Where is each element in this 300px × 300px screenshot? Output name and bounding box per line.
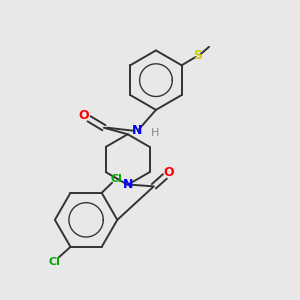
Text: S: S	[194, 49, 202, 62]
Text: Cl: Cl	[49, 257, 61, 267]
Text: O: O	[78, 109, 89, 122]
Text: H: H	[151, 128, 159, 138]
Text: O: O	[164, 166, 174, 179]
Text: N: N	[122, 178, 133, 191]
Text: Cl: Cl	[111, 174, 122, 184]
Text: N: N	[131, 124, 142, 137]
